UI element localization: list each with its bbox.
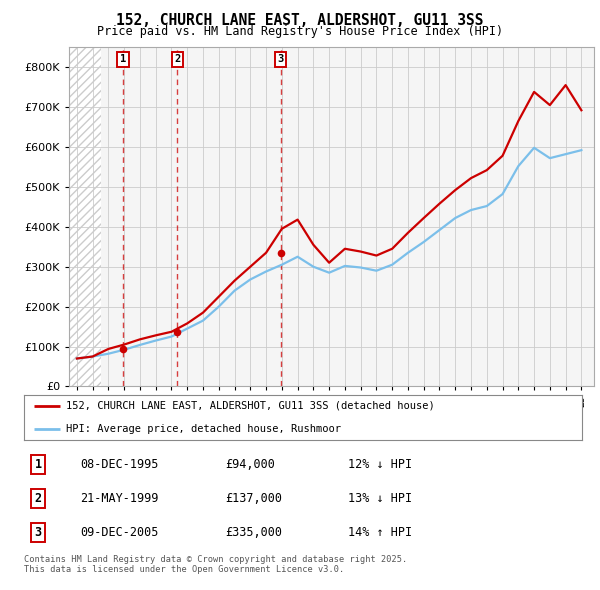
Text: 152, CHURCH LANE EAST, ALDERSHOT, GU11 3SS (detached house): 152, CHURCH LANE EAST, ALDERSHOT, GU11 3… xyxy=(66,401,434,411)
Text: 09-DEC-2005: 09-DEC-2005 xyxy=(80,526,158,539)
Text: £335,000: £335,000 xyxy=(225,526,282,539)
Text: 1: 1 xyxy=(34,458,41,471)
Text: 12% ↓ HPI: 12% ↓ HPI xyxy=(347,458,412,471)
Text: 14% ↑ HPI: 14% ↑ HPI xyxy=(347,526,412,539)
Text: HPI: Average price, detached house, Rushmoor: HPI: Average price, detached house, Rush… xyxy=(66,424,341,434)
Text: 152, CHURCH LANE EAST, ALDERSHOT, GU11 3SS: 152, CHURCH LANE EAST, ALDERSHOT, GU11 3… xyxy=(116,13,484,28)
Bar xyxy=(69,47,101,386)
Text: 2: 2 xyxy=(34,492,41,505)
Text: 1: 1 xyxy=(120,54,126,64)
Text: Contains HM Land Registry data © Crown copyright and database right 2025.
This d: Contains HM Land Registry data © Crown c… xyxy=(24,555,407,574)
Text: 3: 3 xyxy=(34,526,41,539)
Text: £137,000: £137,000 xyxy=(225,492,282,505)
Text: 2: 2 xyxy=(175,54,181,64)
Text: Price paid vs. HM Land Registry's House Price Index (HPI): Price paid vs. HM Land Registry's House … xyxy=(97,25,503,38)
Text: 08-DEC-1995: 08-DEC-1995 xyxy=(80,458,158,471)
Text: 21-MAY-1999: 21-MAY-1999 xyxy=(80,492,158,505)
Text: 3: 3 xyxy=(277,54,284,64)
Text: £94,000: £94,000 xyxy=(225,458,275,471)
Text: 13% ↓ HPI: 13% ↓ HPI xyxy=(347,492,412,505)
